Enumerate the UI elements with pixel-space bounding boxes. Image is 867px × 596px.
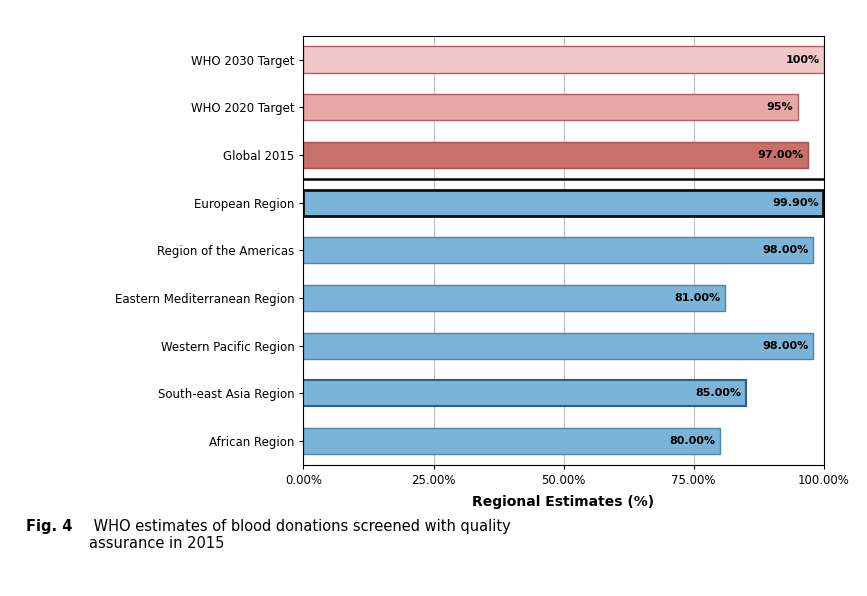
Text: 85.00%: 85.00% bbox=[695, 389, 741, 398]
Bar bbox=[303, 428, 720, 454]
Bar bbox=[303, 285, 725, 311]
Bar bbox=[303, 94, 798, 120]
Text: 98.00%: 98.00% bbox=[763, 341, 809, 350]
Text: 98.00%: 98.00% bbox=[763, 246, 809, 255]
Bar bbox=[303, 380, 746, 406]
Bar bbox=[303, 237, 813, 263]
Text: Fig. 4: Fig. 4 bbox=[26, 519, 72, 533]
Text: WHO estimates of blood donations screened with quality
assurance in 2015: WHO estimates of blood donations screene… bbox=[89, 519, 511, 551]
Bar bbox=[303, 46, 824, 73]
Text: 95%: 95% bbox=[766, 103, 793, 112]
Bar bbox=[303, 190, 823, 216]
Text: 97.00%: 97.00% bbox=[758, 150, 804, 160]
Text: 99.90%: 99.90% bbox=[772, 198, 819, 207]
Text: 100%: 100% bbox=[786, 55, 819, 64]
Text: 80.00%: 80.00% bbox=[669, 436, 715, 446]
Bar bbox=[303, 333, 813, 359]
Bar bbox=[303, 142, 808, 168]
Text: 81.00%: 81.00% bbox=[675, 293, 720, 303]
X-axis label: Regional Estimates (%): Regional Estimates (%) bbox=[473, 495, 655, 509]
